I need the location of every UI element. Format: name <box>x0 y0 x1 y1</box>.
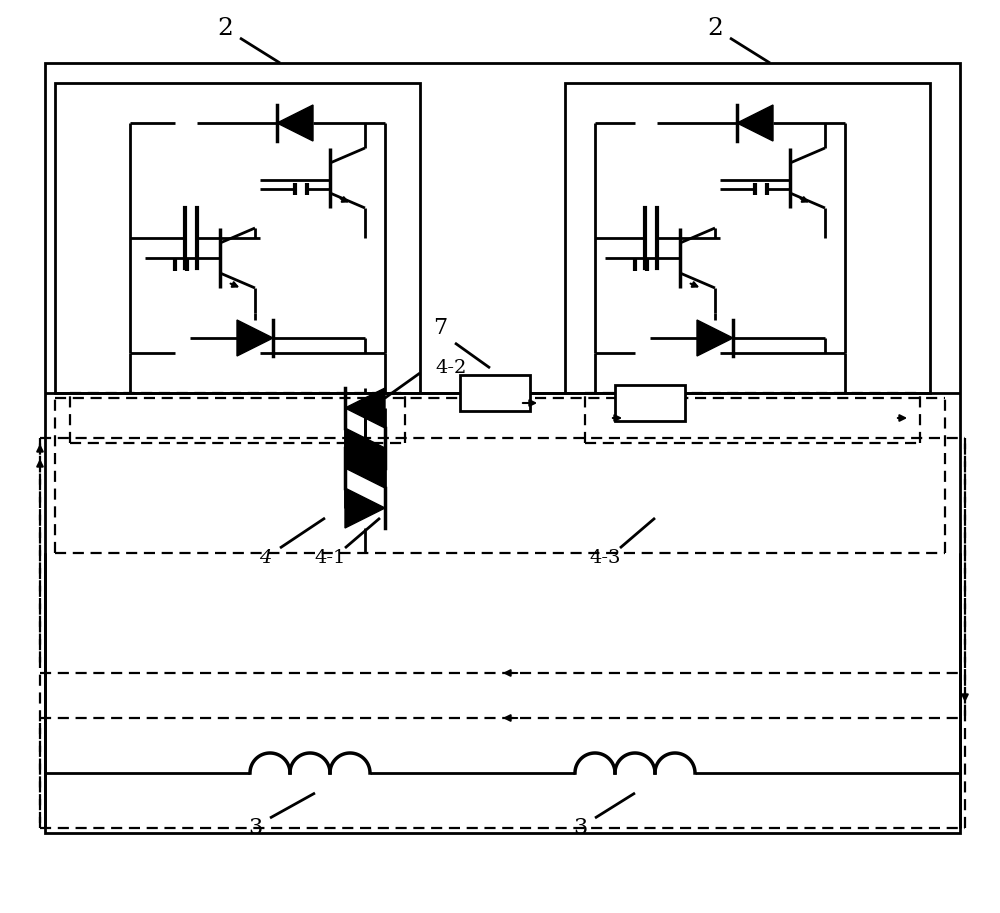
Bar <box>45 63 960 833</box>
Text: 2: 2 <box>707 16 723 39</box>
Text: 3: 3 <box>248 817 262 839</box>
Polygon shape <box>277 105 313 141</box>
Polygon shape <box>345 428 385 468</box>
Polygon shape <box>345 448 385 488</box>
Text: 3: 3 <box>573 817 587 839</box>
Text: 4-1: 4-1 <box>314 549 346 567</box>
Polygon shape <box>345 388 385 428</box>
Bar <box>615 385 685 421</box>
Text: 4: 4 <box>259 549 271 567</box>
Text: 4-3: 4-3 <box>589 549 621 567</box>
Polygon shape <box>697 320 733 356</box>
Polygon shape <box>237 320 273 356</box>
Text: 7: 7 <box>433 317 447 339</box>
Polygon shape <box>345 488 385 528</box>
Bar <box>460 375 530 411</box>
Text: 2: 2 <box>217 16 233 39</box>
Text: 4-2: 4-2 <box>435 359 466 377</box>
Polygon shape <box>737 105 773 141</box>
Bar <box>565 83 930 393</box>
Bar <box>55 83 420 393</box>
